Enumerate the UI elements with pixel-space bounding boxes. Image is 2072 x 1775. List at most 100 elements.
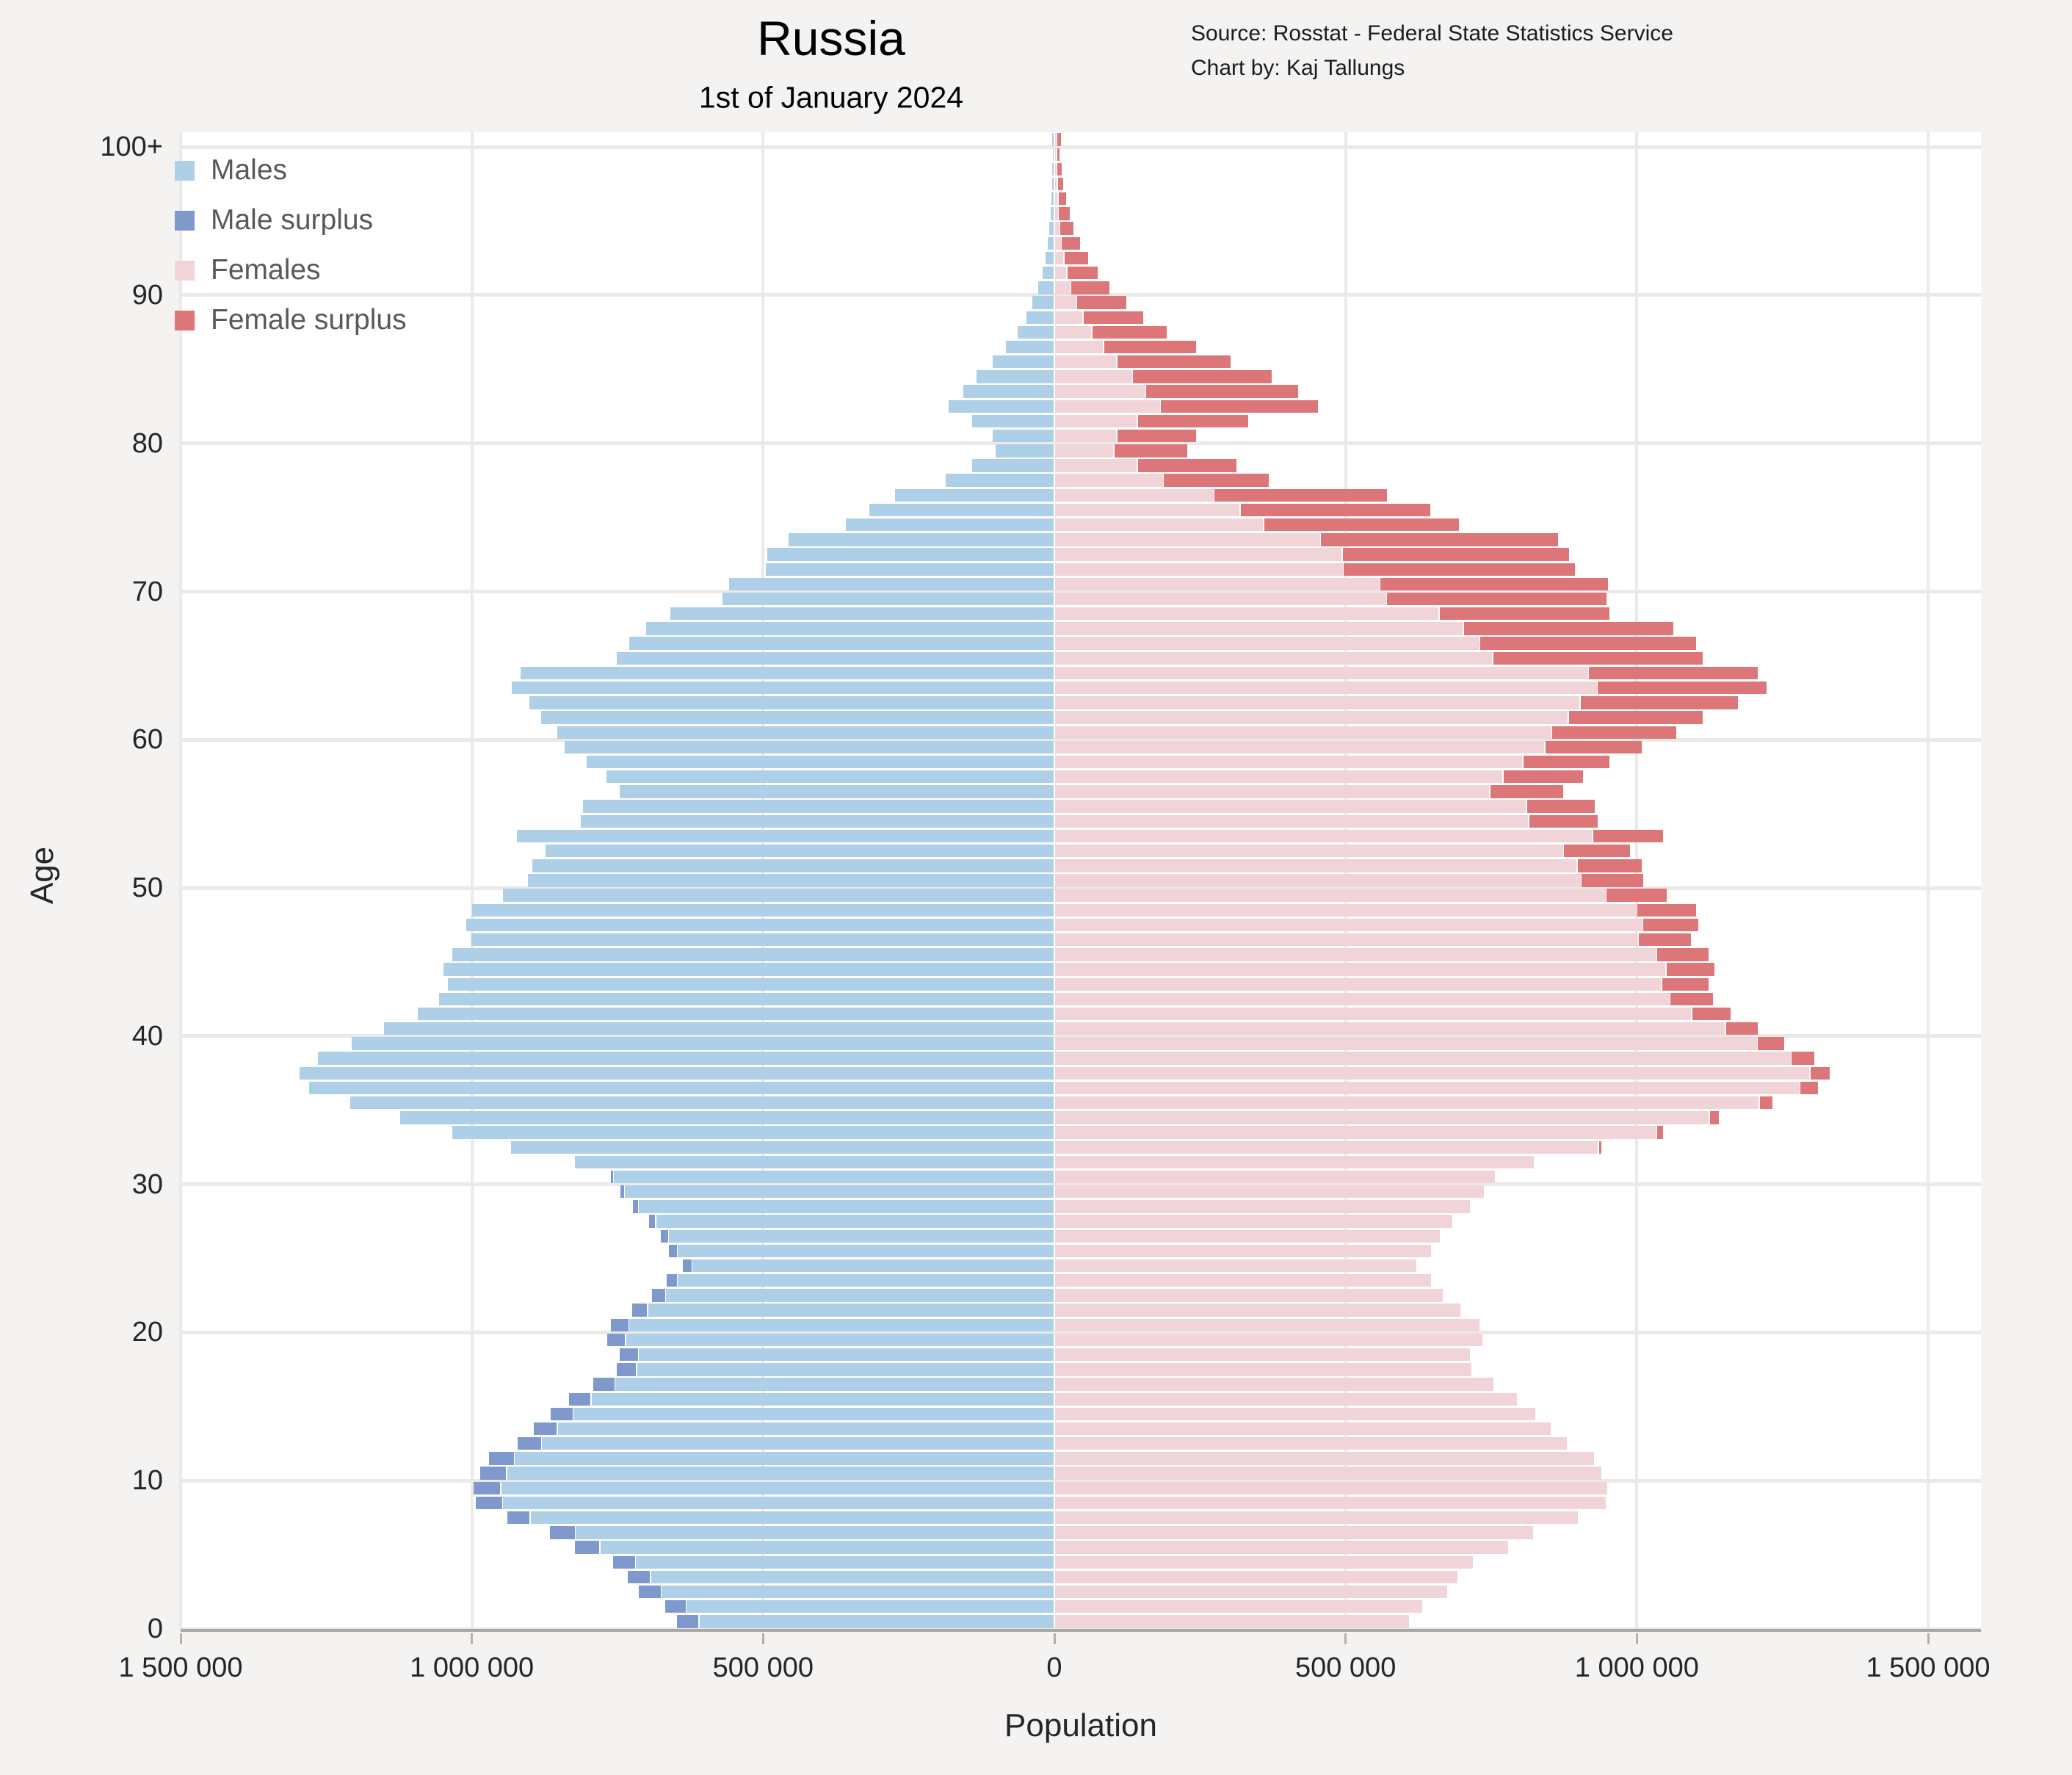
bar-female-surplus-age-59 [1545, 740, 1642, 754]
males-swatch [175, 160, 195, 181]
legend-item-females: Females [175, 245, 407, 295]
bar-females-age-84 [1055, 370, 1132, 383]
bar-males-age-7 [530, 1511, 1054, 1525]
bar-females-age-85 [1055, 355, 1117, 369]
legend-label-males: Males [211, 154, 288, 186]
bar-female-surplus-age-60 [1552, 726, 1677, 739]
bar-males-age-29 [625, 1185, 1054, 1199]
bar-male-surplus-age-22 [651, 1289, 665, 1302]
bar-females-age-82 [1055, 400, 1160, 413]
bar-female-surplus-age-74 [1264, 518, 1460, 532]
bar-females-age-46 [1055, 933, 1638, 947]
bar-females-age-64 [1055, 666, 1588, 680]
bar-males-age-97 [1051, 177, 1054, 191]
bar-males-age-47 [466, 918, 1054, 932]
bar-males-age-20 [629, 1318, 1054, 1332]
bar-males-age-14 [573, 1407, 1054, 1421]
bar-males-age-39 [352, 1037, 1054, 1050]
bar-males-age-88 [1026, 311, 1054, 324]
bar-females-age-92 [1055, 251, 1064, 265]
bar-female-surplus-age-92 [1064, 251, 1089, 265]
bar-females-age-23 [1055, 1274, 1431, 1287]
y-tick-label: 0 [147, 1613, 163, 1644]
bar-males-age-81 [971, 414, 1054, 428]
bar-females-age-71 [1055, 563, 1343, 576]
bar-males-age-59 [564, 740, 1054, 754]
bar-males-age-55 [582, 800, 1054, 813]
bar-male-surplus-age-27 [648, 1215, 656, 1228]
bar-females-age-20 [1055, 1318, 1479, 1332]
bar-males-age-53 [516, 829, 1054, 843]
horizontal-gridline [181, 293, 1981, 297]
y-tick-label: 100+ [100, 131, 163, 163]
bar-females-age-87 [1055, 325, 1092, 339]
bar-female-surplus-age-95 [1059, 207, 1070, 220]
bar-male-surplus-age-19 [606, 1333, 626, 1347]
bar-males-age-56 [619, 785, 1054, 798]
bar-male-surplus-age-15 [569, 1392, 591, 1406]
source-line: Source: Rosstat - Federal State Statisti… [1191, 21, 1673, 46]
bar-female-surplus-age-78 [1137, 459, 1237, 472]
bar-males-age-15 [591, 1392, 1054, 1406]
bar-male-surplus-age-1 [664, 1600, 686, 1613]
bar-female-surplus-age-37 [1810, 1066, 1830, 1080]
bar-females-age-88 [1055, 311, 1083, 324]
bar-females-age-17 [1055, 1363, 1472, 1376]
bar-males-age-45 [452, 948, 1054, 961]
bar-males-age-68 [670, 607, 1054, 621]
x-axis-tick [179, 1633, 182, 1644]
bar-female-surplus-age-87 [1092, 325, 1167, 339]
bar-females-age-76 [1055, 488, 1214, 502]
bar-male-surplus-age-3 [628, 1570, 651, 1584]
y-tick-label: 90 [131, 279, 163, 311]
bar-females-age-15 [1055, 1392, 1518, 1406]
bar-males-age-9 [501, 1481, 1054, 1494]
bar-females-age-1 [1055, 1600, 1422, 1613]
bar-female-surplus-age-69 [1387, 592, 1607, 606]
bar-males-age-49 [503, 889, 1054, 902]
x-tick-label: 500 000 [1294, 1652, 1397, 1683]
bar-females-age-86 [1055, 340, 1104, 354]
bar-females-age-24 [1055, 1259, 1416, 1273]
bar-female-surplus-age-50 [1582, 874, 1644, 887]
bar-female-surplus-age-38 [1792, 1052, 1815, 1065]
bar-females-age-94 [1055, 222, 1059, 235]
bar-female-surplus-age-56 [1490, 785, 1563, 798]
bar-females-age-55 [1055, 800, 1526, 813]
bar-female-surplus-age-86 [1104, 340, 1196, 354]
bar-females-age-78 [1055, 459, 1137, 472]
bar-females-age-16 [1055, 1378, 1493, 1391]
bar-female-surplus-age-68 [1439, 607, 1610, 621]
bar-male-surplus-age-14 [550, 1407, 573, 1421]
bar-female-surplus-age-90 [1071, 281, 1110, 294]
bar-females-age-56 [1055, 785, 1490, 798]
bar-male-surplus-age-25 [669, 1244, 677, 1258]
bar-females-age-28 [1055, 1200, 1470, 1213]
chart-subtitle: 1st of January 2024 [698, 80, 964, 115]
vertical-gridline [470, 132, 474, 1629]
bar-female-surplus-age-43 [1662, 977, 1709, 991]
bar-female-surplus-age-73 [1321, 533, 1559, 546]
bar-females-age-43 [1055, 977, 1662, 991]
bar-males-age-30 [614, 1170, 1054, 1184]
horizontal-gridline [181, 1478, 1981, 1483]
bar-females-age-75 [1055, 503, 1240, 517]
bar-males-age-61 [540, 711, 1054, 724]
bar-males-age-43 [447, 977, 1054, 991]
bar-male-surplus-age-6 [549, 1526, 575, 1539]
legend-label-female_surplus: Female surplus [211, 304, 407, 336]
bar-males-age-10 [507, 1467, 1054, 1480]
bar-males-age-54 [580, 814, 1054, 828]
bar-female-surplus-age-55 [1526, 800, 1595, 813]
bar-females-age-65 [1055, 651, 1492, 665]
bar-females-age-27 [1055, 1215, 1453, 1228]
bar-male-surplus-age-11 [488, 1452, 514, 1465]
bar-female-surplus-age-66 [1480, 637, 1696, 650]
x-axis-tick [1635, 1633, 1638, 1644]
bar-males-age-28 [639, 1200, 1054, 1213]
horizontal-gridline [181, 145, 1981, 149]
bar-female-surplus-age-76 [1214, 488, 1388, 502]
bar-female-surplus-age-57 [1503, 770, 1584, 784]
bar-males-age-98 [1052, 162, 1054, 176]
bar-females-age-72 [1055, 548, 1342, 561]
